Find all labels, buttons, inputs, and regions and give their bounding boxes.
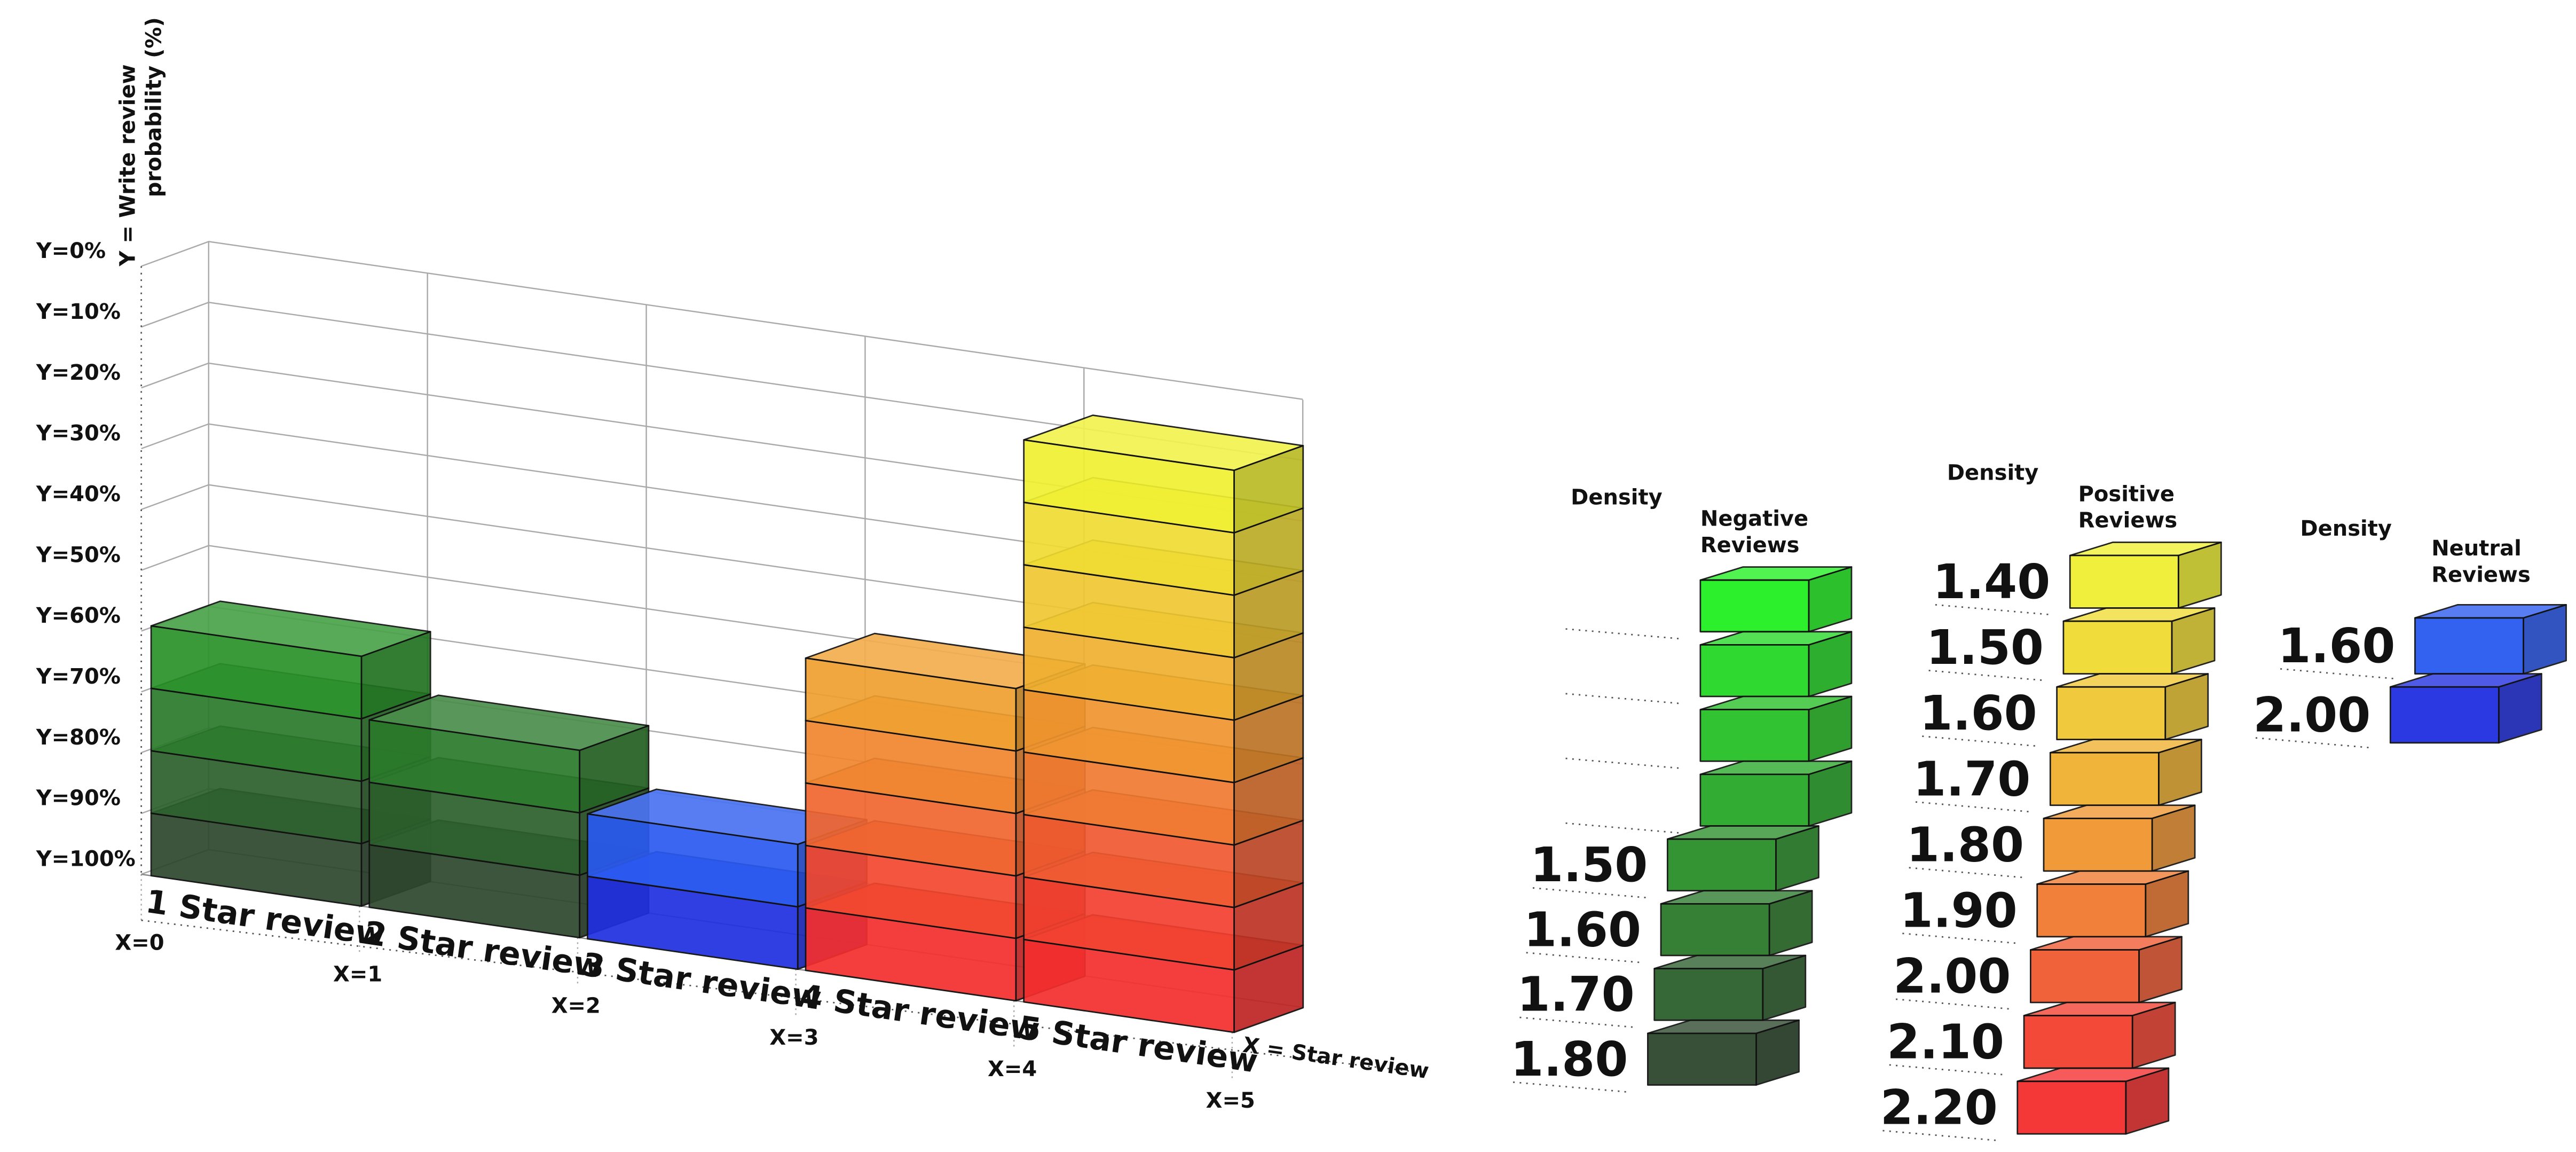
- legend-title: Reviews: [1700, 533, 1800, 558]
- y-label: Y=10%: [36, 300, 121, 324]
- block-front: [368, 719, 581, 814]
- density-label: 1.50: [1530, 837, 1648, 893]
- density-label: 1.50: [1926, 620, 2044, 676]
- y-label: Y=100%: [36, 847, 136, 872]
- legend-block: [1653, 968, 1764, 1021]
- legend-block: [2056, 686, 2167, 741]
- density-label: 2.00: [2253, 687, 2370, 743]
- y-label: Y=50%: [36, 543, 121, 567]
- density-label: 2.00: [1893, 949, 2011, 1005]
- block-front: [150, 625, 363, 720]
- x-label: X=4: [988, 1057, 1037, 1082]
- density-label: 1.80: [1907, 817, 2024, 873]
- density-label: 2.10: [1887, 1015, 2004, 1070]
- legend-block: [1699, 709, 1810, 762]
- legend-block: [2049, 751, 2160, 806]
- density-title: Density: [1947, 460, 2039, 485]
- y-label: Y=30%: [36, 421, 121, 446]
- density-label: 1.60: [1524, 902, 1641, 958]
- density-label: 2.20: [1880, 1080, 1998, 1136]
- leader-line: [1565, 628, 1681, 640]
- block-front: [587, 813, 799, 908]
- legend-block: [2029, 949, 2140, 1004]
- legend-title: Positive: [2078, 482, 2175, 506]
- legend-block: [1647, 1032, 1757, 1086]
- density-title: Density: [1571, 485, 1663, 510]
- block-front: [805, 657, 1017, 752]
- leader-line: [1565, 757, 1681, 769]
- x-label: X=2: [552, 994, 601, 1018]
- leader-line: [1565, 693, 1681, 704]
- legend-block: [2023, 1015, 2133, 1069]
- x-label: X=0: [115, 931, 164, 955]
- leader-line: [1565, 822, 1681, 834]
- legend-title: Negative: [1700, 507, 1808, 531]
- x-label: X=3: [769, 1025, 818, 1050]
- y-label: Y=80%: [36, 725, 121, 750]
- density-title: Density: [2300, 516, 2392, 541]
- y-label: Y=60%: [36, 604, 121, 628]
- legend-title: Reviews: [2431, 562, 2531, 587]
- legend-block: [2062, 620, 2173, 675]
- legend-block: [2414, 617, 2524, 675]
- density-label: 1.70: [1913, 751, 2030, 807]
- y-axis-title: Y = Write review: [115, 64, 140, 267]
- density-label: 1.60: [1920, 686, 2037, 741]
- density-label: 1.70: [1517, 967, 1635, 1023]
- x-label: X=1: [333, 962, 382, 987]
- legend-block: [2069, 554, 2179, 609]
- legend-block: [1699, 644, 1810, 698]
- density-label: 1.40: [1933, 554, 2050, 610]
- density-label: 1.90: [1900, 883, 2018, 938]
- y-label: Y=90%: [36, 786, 121, 811]
- legend-block: [2043, 817, 2153, 872]
- legend-block: [1660, 903, 1770, 957]
- legend-title: Reviews: [2078, 508, 2178, 533]
- y-label: Y=40%: [36, 482, 121, 506]
- legend-block: [1699, 773, 1810, 827]
- x-label: X=5: [1206, 1088, 1255, 1113]
- density-label: 1.80: [1510, 1032, 1628, 1087]
- y-label: Y=20%: [36, 361, 121, 385]
- block-front: [1023, 439, 1235, 534]
- y-axis-title: probability (%): [142, 17, 167, 197]
- legend-block: [1699, 579, 1810, 633]
- legend-title: Neutral: [2431, 536, 2522, 561]
- grid-line: [141, 241, 1303, 400]
- legend-block: [2016, 1080, 2127, 1135]
- legend-block: [2389, 686, 2500, 744]
- y-label: Y=0%: [36, 239, 106, 263]
- y-label: Y=70%: [36, 664, 121, 689]
- density-label: 1.60: [2278, 618, 2395, 674]
- legend-block: [1666, 838, 1777, 892]
- legend-block: [2036, 883, 2147, 938]
- x-axis-title: X = Star review: [1241, 1033, 1430, 1084]
